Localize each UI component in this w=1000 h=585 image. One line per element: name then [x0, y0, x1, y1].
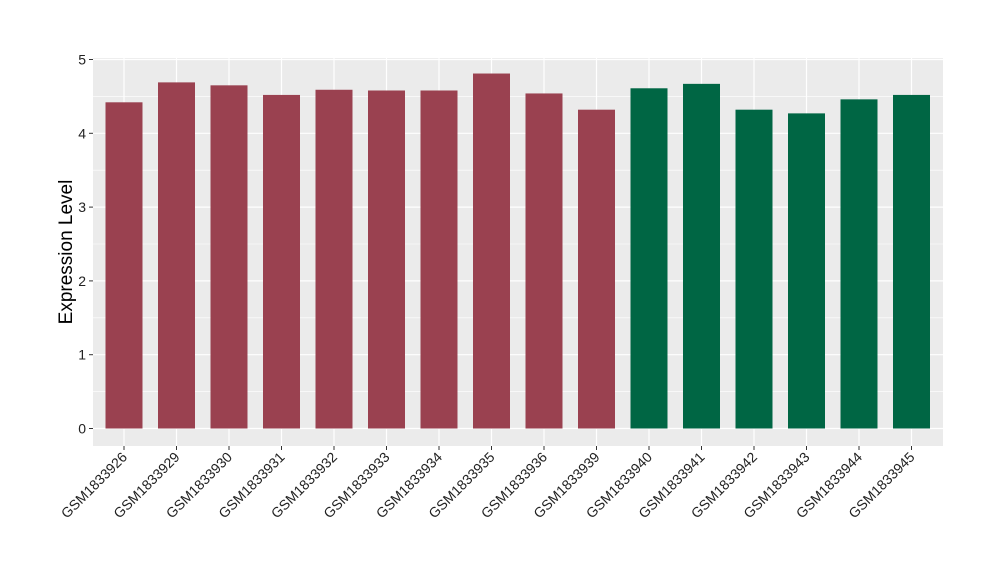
- y-tick-label: 2: [78, 273, 86, 289]
- bar-GSM1833930: [210, 85, 248, 429]
- y-tick-label: 3: [78, 199, 86, 215]
- bar-GSM1833932: [315, 89, 353, 429]
- bar-GSM1833944: [840, 99, 878, 429]
- bar-GSM1833943: [788, 113, 825, 429]
- y-axis-label: Expression Level: [56, 180, 77, 325]
- y-tick-label: 5: [78, 52, 86, 68]
- bar-GSM1833942: [735, 109, 773, 429]
- bar-GSM1833933: [368, 90, 405, 429]
- y-tick-label: 1: [78, 347, 86, 363]
- bar-GSM1833929: [158, 82, 195, 429]
- bar-GSM1833939: [578, 109, 615, 429]
- bar-GSM1833945: [893, 94, 930, 429]
- bar-GSM1833935: [473, 73, 510, 429]
- bar-GSM1833940: [630, 88, 668, 429]
- bar-GSM1833941: [683, 83, 720, 429]
- bar-GSM1833936: [525, 93, 563, 429]
- bar-GSM1833926: [105, 102, 143, 429]
- bar-GSM1833931: [263, 94, 300, 429]
- y-tick-label: 4: [78, 125, 86, 141]
- y-tick-label: 0: [78, 421, 86, 437]
- bar-GSM1833934: [420, 90, 458, 429]
